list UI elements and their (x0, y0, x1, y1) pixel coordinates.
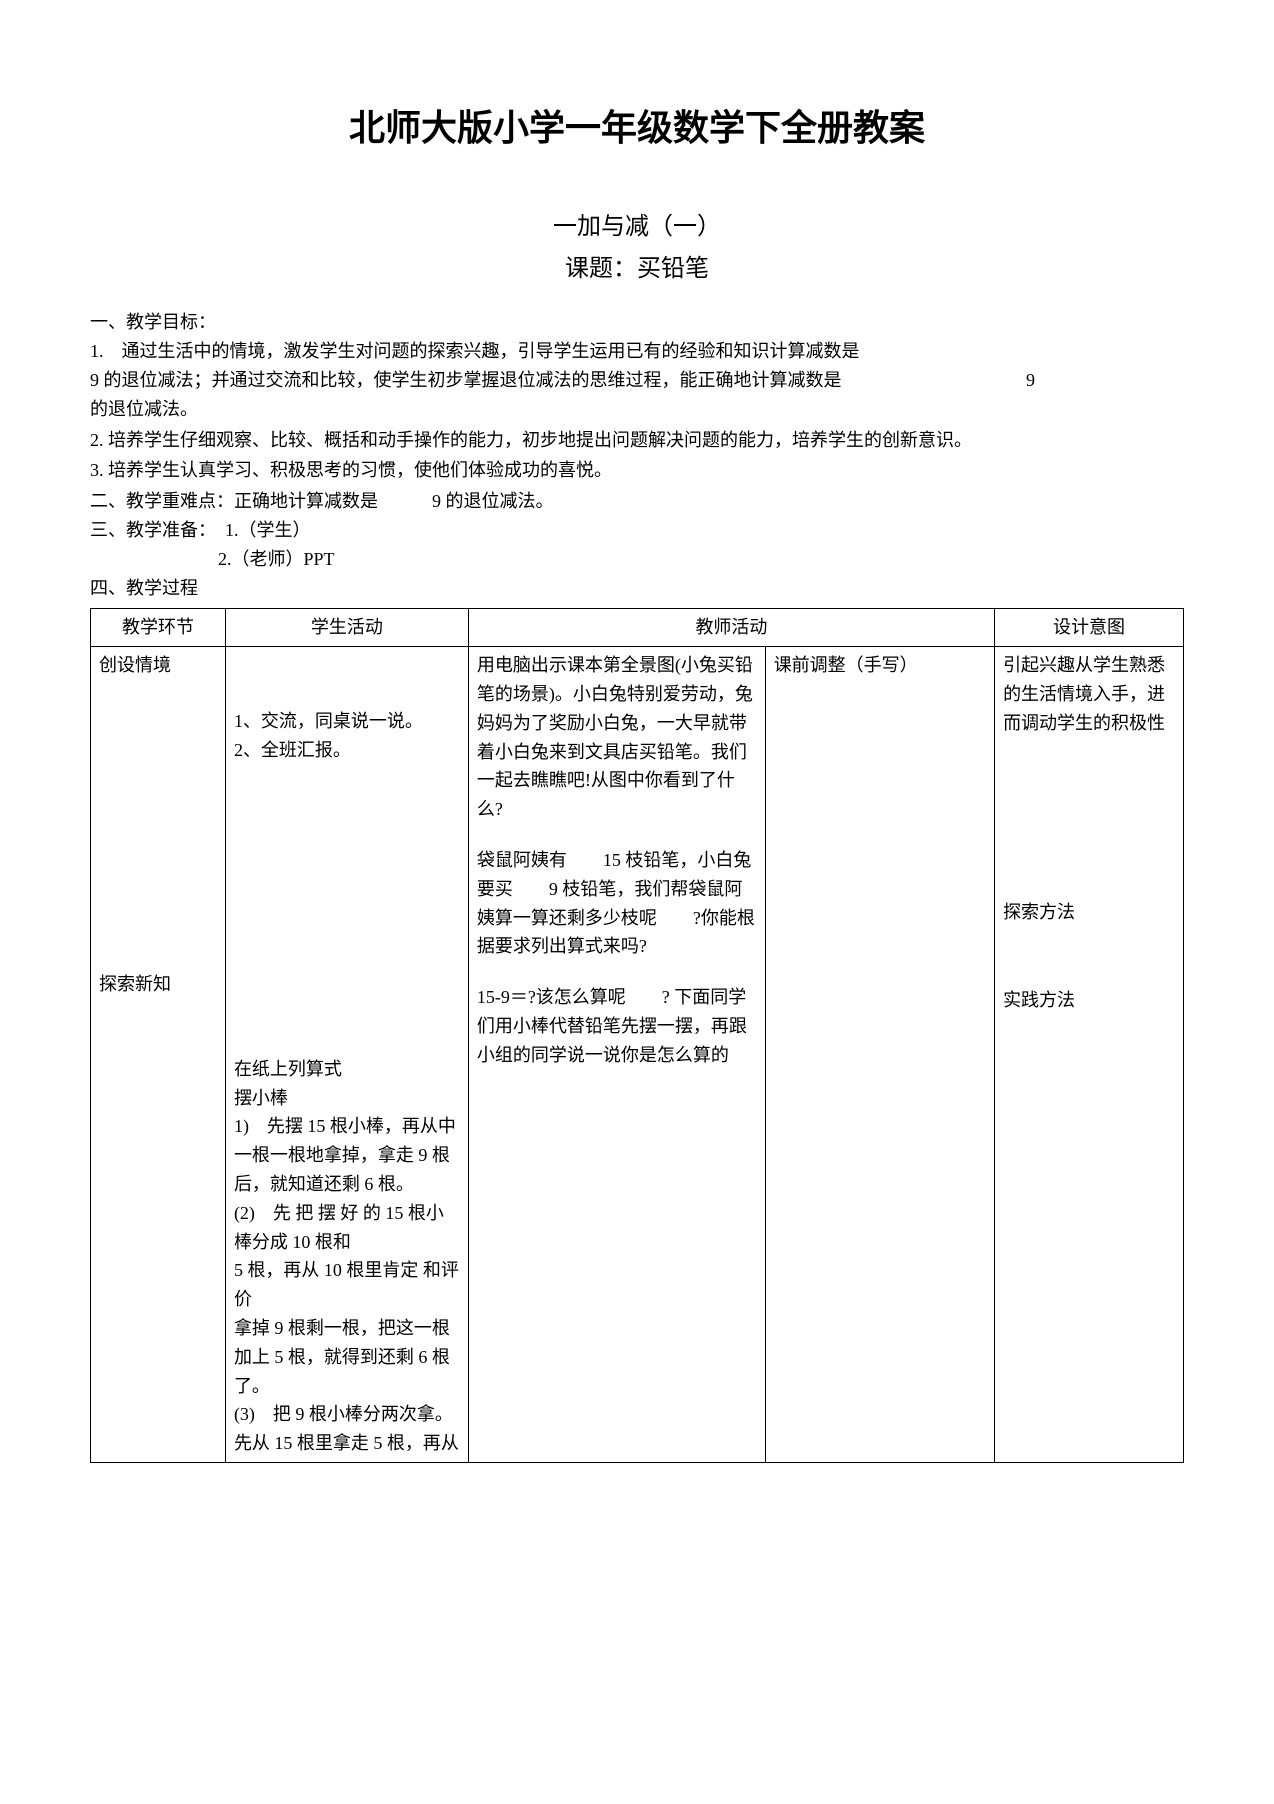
cell-teacher-left: 用电脑出示课本第全景图(小兔买铅笔的场景)。小白兔特别爱劳动，兔妈妈为了奖励小白… (468, 647, 765, 1463)
objectives-header: 一、教学目标： (90, 308, 1184, 337)
col-header-student: 学生活动 (225, 609, 468, 647)
link-1: 创设情境 (99, 651, 217, 680)
student-b1: 摆小棒 (234, 1084, 460, 1113)
student-a1: 1、交流，同桌说一说。 (234, 707, 460, 736)
objective-1-tail-nine: 9 (1026, 366, 1035, 395)
main-title: 北师大版小学一年级数学下全册教案 (90, 100, 1184, 158)
cell-intent: 引起兴趣从学生熟悉的生活情境入手，进而调动学生的积极性 探索方法 实践方法 (995, 647, 1184, 1463)
student-b2: 1) 先摆 15 根小棒，再从中一根一根地拿掉，拿走 9 根后，就知道还剩 6 … (234, 1112, 460, 1198)
process-table: 教学环节 学生活动 教师活动 设计意图 创设情境 探索新知 1、交流，同桌说一说… (90, 608, 1184, 1463)
key-points: 二、教学重难点：正确地计算减数是 9 的退位减法。 (90, 487, 1184, 516)
student-b4: (3) 把 9 根小棒分两次拿。先从 15 根里拿走 5 根，再从 (234, 1400, 460, 1458)
table-header-row: 教学环节 学生活动 教师活动 设计意图 (91, 609, 1184, 647)
col-header-teacher: 教师活动 (468, 609, 994, 647)
objective-1: 1. 通过生活中的情境，激发学生对问题的探索兴趣，引导学生运用已有的经验和知识计… (90, 337, 1184, 423)
objective-1-line3: 的退位减法。 (90, 399, 198, 419)
cell-student: 1、交流，同桌说一说。 2、全班汇报。 在纸上列算式 摆小棒 1) 先摆 15 … (225, 647, 468, 1463)
student-b0: 在纸上列算式 (234, 1055, 460, 1084)
preparation-1: 三、教学准备： 1.（学生） (90, 516, 1184, 545)
table-row: 创设情境 探索新知 1、交流，同桌说一说。 2、全班汇报。 在纸上列算式 摆小棒… (91, 647, 1184, 1463)
link-2: 探索新知 (99, 970, 217, 999)
objective-3: 3. 培养学生认真学习、积极思考的习惯，使他们体验成功的喜悦。 (90, 456, 1184, 485)
intent-3: 实践方法 (1003, 986, 1175, 1015)
intent-1: 引起兴趣从学生熟悉的生活情境入手，进而调动学生的积极性 (1003, 651, 1175, 737)
cell-link: 创设情境 探索新知 (91, 647, 226, 1463)
student-b3: (2) 先 把 摆 好 的 15 根小棒分成 10 根和 (234, 1199, 460, 1257)
teacher-para-3: 15-9＝?该怎么算呢 ? 下面同学们用小棒代替铅笔先摆一摆，再跟小组的同学说一… (477, 983, 757, 1069)
objective-2: 2. 培养学生仔细观察、比较、概括和动手操作的能力，初步地提出问题解决问题的能力… (90, 426, 1184, 455)
objective-1-line2: 9 的退位减法；并通过交流和比较，使学生初步掌握退位减法的思维过程，能正确地计算… (90, 370, 842, 390)
student-a2: 2、全班汇报。 (234, 736, 460, 765)
preparation-2: 2.（老师）PPT (218, 545, 1184, 574)
pre-class-adjust: 课前调整（手写） (774, 651, 986, 680)
cell-teacher-right: 课前调整（手写） (765, 647, 994, 1463)
unit-title: 一加与减（一） (90, 208, 1184, 246)
col-header-intent: 设计意图 (995, 609, 1184, 647)
lesson-title: 课题：买铅笔 (90, 250, 1184, 288)
teacher-para-1: 用电脑出示课本第全景图(小兔买铅笔的场景)。小白兔特别爱劳动，兔妈妈为了奖励小白… (477, 651, 757, 824)
col-header-link: 教学环节 (91, 609, 226, 647)
student-b3c: 拿掉 9 根剩一根，把这一根加上 5 根，就得到还剩 6 根了。 (234, 1314, 460, 1400)
intent-2: 探索方法 (1003, 898, 1175, 927)
process-header: 四、教学过程 (90, 574, 1184, 603)
student-b3b: 5 根，再从 10 根里肯定 和评价 (234, 1256, 460, 1314)
teacher-para-2: 袋鼠阿姨有 15 枝铅笔，小白兔要买 9 枝铅笔，我们帮袋鼠阿姨算一算还剩多少枝… (477, 846, 757, 961)
objective-1-line1: 1. 通过生活中的情境，激发学生对问题的探索兴趣，引导学生运用已有的经验和知识计… (90, 341, 860, 361)
